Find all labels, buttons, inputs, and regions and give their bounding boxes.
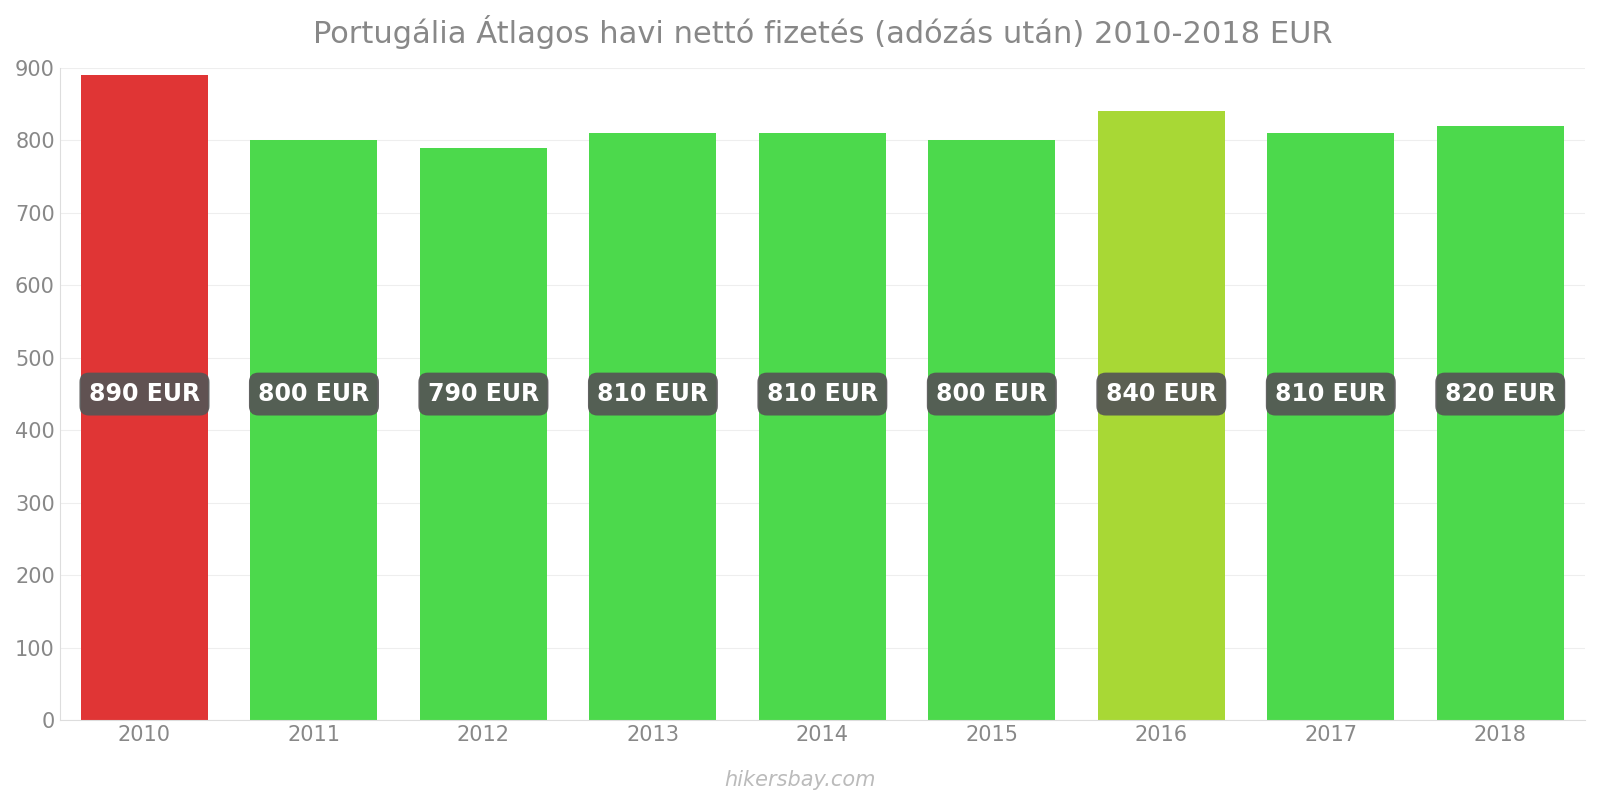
Bar (758, 134, 886, 720)
Title: Portugália Átlagos havi nettó fizetés (adózás után) 2010-2018 EUR: Portugália Átlagos havi nettó fizetés (a… (312, 15, 1333, 49)
Text: 790 EUR: 790 EUR (427, 382, 539, 406)
Text: 810 EUR: 810 EUR (597, 382, 709, 406)
Text: 820 EUR: 820 EUR (1445, 382, 1555, 406)
Bar (250, 141, 378, 720)
Text: 890 EUR: 890 EUR (90, 382, 200, 406)
Bar (82, 75, 208, 720)
Bar (1437, 126, 1563, 720)
Text: hikersbay.com: hikersbay.com (725, 770, 875, 790)
Text: 810 EUR: 810 EUR (1275, 382, 1386, 406)
Bar (928, 141, 1056, 720)
Text: 800 EUR: 800 EUR (936, 382, 1048, 406)
Text: 800 EUR: 800 EUR (258, 382, 370, 406)
Bar (1098, 111, 1226, 720)
Bar (589, 134, 717, 720)
Text: 840 EUR: 840 EUR (1106, 382, 1218, 406)
Text: 810 EUR: 810 EUR (766, 382, 878, 406)
Bar (419, 148, 547, 720)
Bar (1267, 134, 1394, 720)
